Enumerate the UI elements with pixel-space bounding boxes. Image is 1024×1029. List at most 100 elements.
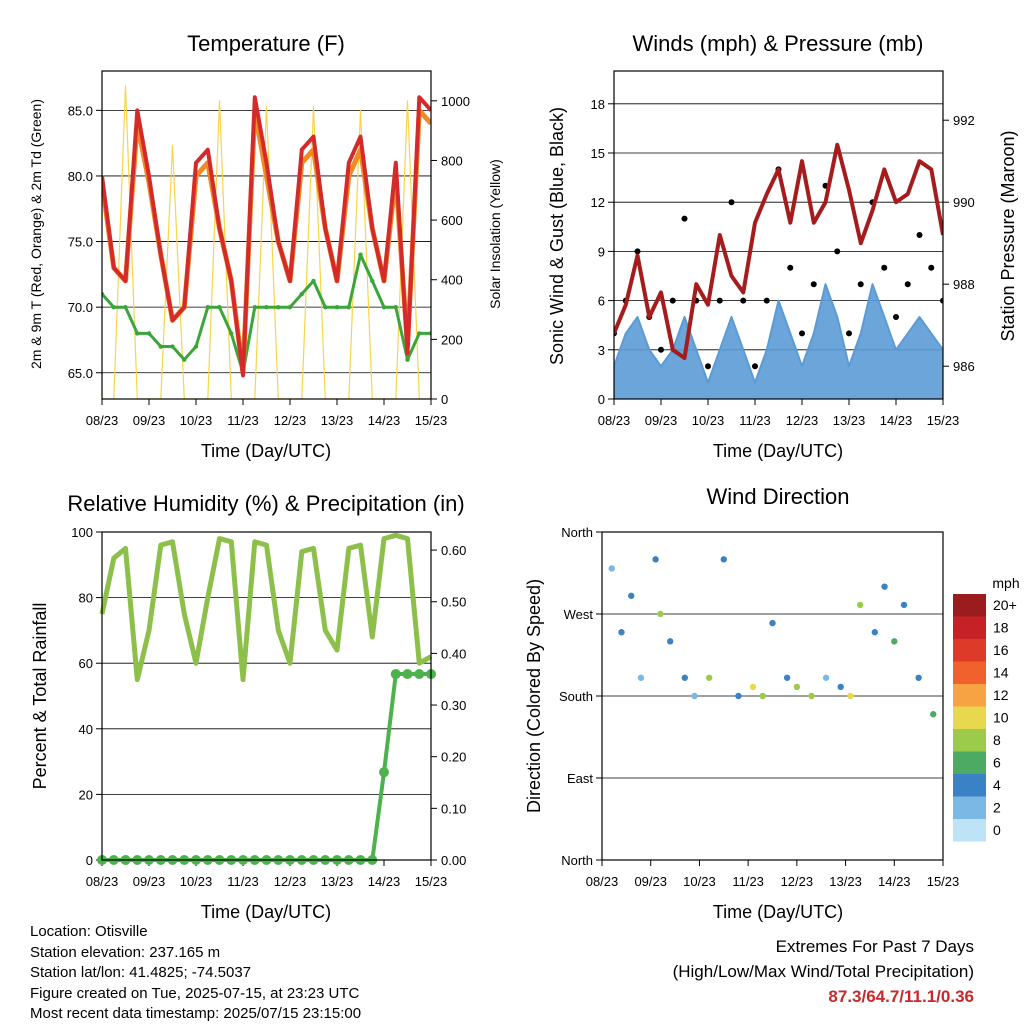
direction-point (915, 674, 922, 681)
direction-point (759, 692, 766, 700)
temperature-ytick-label: 65.0 (68, 366, 93, 381)
legend-swatch (953, 594, 986, 617)
legend-label: 4 (993, 777, 1001, 793)
direction-point (891, 638, 898, 645)
direction-point (705, 674, 713, 681)
humidity-y2tick-label: 0.60 (441, 543, 466, 558)
direction-ytick-label: East (567, 771, 593, 786)
relative-humidity-line (99, 532, 433, 683)
gust-point (787, 264, 794, 271)
direction-point (637, 674, 645, 681)
humidity-title: Relative Humidity (%) & Precipitation (i… (67, 491, 464, 516)
direction-point (871, 629, 878, 636)
legend-label: 18 (993, 620, 1009, 636)
legend-label: 6 (993, 755, 1001, 771)
gust-point (810, 281, 817, 288)
winds-ytick-label: 9 (598, 244, 605, 259)
winds-xtick-label: 09/23 (645, 413, 678, 428)
direction-xtick-label: 11/23 (732, 874, 764, 889)
direction-ytick-label: North (561, 853, 593, 868)
direction-point (837, 683, 844, 691)
direction-point (783, 674, 791, 681)
legend-label: 20+ (993, 597, 1017, 613)
direction-xtick-label: 14/23 (878, 874, 911, 889)
direction-point (749, 683, 757, 691)
direction-point (691, 692, 698, 700)
gust-point (846, 330, 852, 337)
gust-point (928, 264, 935, 271)
direction-ytick-label: North (561, 525, 593, 540)
temperature-y2tick-label: 200 (441, 332, 463, 347)
winds-y2tick-label: 992 (953, 113, 975, 128)
humidity-ytick-label: 60 (79, 656, 93, 671)
humidity-ytick-label: 100 (71, 525, 93, 540)
humidity-ylabel-left: Percent & Total Rainfall (30, 603, 50, 790)
legend-label: 8 (993, 732, 1001, 748)
direction-frame (601, 531, 944, 861)
winds-xlabel: Time (Day/UTC) (713, 441, 843, 461)
direction-point (881, 583, 888, 590)
winds-panel: Winds (mph) & Pressure (mb) Time (Day/UT… (547, 31, 1018, 461)
winds-plot-area: 0 3 6 9 12 15 18 986 988 990 992 08/23 09/23 10/23 11/… (591, 97, 975, 428)
legend-label: 14 (993, 665, 1009, 681)
gust-point (763, 297, 770, 304)
winds-ytick-label: 3 (598, 343, 605, 358)
winds-y2tick-label: 988 (953, 277, 975, 292)
winds-ytick-label: 15 (591, 146, 605, 161)
direction-panel: Wind Direction Time (Day/UTC) Direction … (524, 484, 1020, 922)
direction-point (793, 683, 801, 691)
temperature-xtick-label: 13/23 (321, 413, 354, 428)
temperature-y2tick-label: 600 (441, 213, 463, 228)
direction-point (652, 556, 659, 563)
temperature-y2tick-label: 0 (441, 392, 448, 407)
temperature-frame (101, 70, 432, 400)
gust-point (857, 281, 864, 288)
legend-label: 16 (993, 642, 1009, 658)
gust-point (881, 264, 888, 271)
temperature-xtick-label: 15/23 (415, 413, 448, 428)
winds-xtick-label: 11/23 (739, 413, 771, 428)
direction-point (720, 556, 727, 563)
humidity-xtick-label: 12/23 (274, 874, 307, 889)
station-location: Location: Otisville (30, 923, 148, 940)
direction-xlabel: Time (Day/UTC) (713, 902, 843, 922)
gust-point (705, 363, 711, 370)
winds-ytick-label: 12 (591, 195, 605, 210)
data-timestamp: Most recent data timestamp: 2025/07/15 2… (30, 1005, 362, 1022)
winds-ytick-label: 6 (598, 294, 605, 309)
winds-ytick-label: 0 (598, 392, 605, 407)
humidity-xtick-label: 11/23 (227, 874, 259, 889)
direction-point (618, 629, 625, 636)
temperature-ytick-label: 80.0 (68, 169, 93, 184)
legend-swatch (953, 751, 986, 774)
direction-ytick-label: South (559, 689, 593, 704)
direction-point (667, 638, 674, 645)
legend-swatch (953, 639, 986, 662)
winds-xtick-label: 12/23 (786, 413, 819, 428)
gust-point (940, 297, 943, 304)
temperature-plot-area: 65.0 70.0 75.0 80.0 85.0 0 200 400 600 800 1000 08/… (68, 94, 470, 428)
extremes-values: 87.3/64.7/11.1/0.36 (828, 987, 974, 1006)
legend-swatch (953, 729, 986, 752)
humidity-xtick-label: 13/23 (321, 874, 354, 889)
humidity-y2tick-label: 0.30 (441, 698, 466, 713)
station-info: Location: Otisville Station elevation: 2… (30, 922, 361, 1025)
temperature-xtick-label: 10/23 (180, 413, 213, 428)
direction-point (681, 674, 689, 681)
direction-xtick-label: 13/23 (829, 874, 862, 889)
gust-point (834, 248, 841, 255)
direction-point (900, 601, 908, 609)
temperature-xtick-label: 11/23 (227, 413, 259, 428)
gust-point (658, 346, 664, 353)
direction-xtick-label: 09/23 (634, 874, 667, 889)
temperature-xtick-label: 12/23 (274, 413, 307, 428)
gust-point (893, 314, 899, 320)
humidity-y2tick-label: 0.40 (441, 646, 466, 661)
gust-point (799, 330, 805, 337)
humidity-ytick-label: 20 (79, 787, 93, 802)
direction-xtick-label: 10/23 (683, 874, 716, 889)
station-pressure-line (614, 142, 943, 360)
station-latlon: Station lat/lon: 41.4825; -74.5037 (30, 964, 252, 981)
temperature-xtick-label: 08/23 (86, 413, 119, 428)
sonic-wind-area (614, 284, 943, 399)
